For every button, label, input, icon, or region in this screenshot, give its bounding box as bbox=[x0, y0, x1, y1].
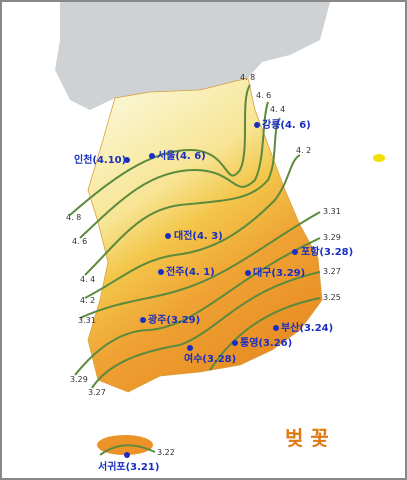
city-label: 서귀포(3.21) bbox=[98, 460, 159, 473]
isoline bbox=[74, 237, 321, 376]
isoline-label: 4. 6 bbox=[256, 91, 271, 100]
city-label: 여수(3.28) bbox=[184, 352, 236, 365]
isoline-label: 3.27 bbox=[88, 388, 106, 397]
isoline bbox=[209, 297, 321, 371]
isoline-label: 4. 4 bbox=[270, 105, 285, 114]
city-label: 대전(4. 3) bbox=[174, 229, 223, 242]
south-land bbox=[87, 77, 323, 393]
city-label: 포항(3.28) bbox=[301, 245, 353, 258]
city-label: 부산(3.24) bbox=[281, 321, 333, 334]
city-dot bbox=[232, 340, 238, 346]
north-land bbox=[55, 2, 330, 110]
isoline bbox=[84, 154, 301, 299]
city-label: 전주(4. 1) bbox=[166, 265, 215, 278]
isoline bbox=[91, 271, 321, 389]
city-dot bbox=[140, 317, 146, 323]
city-label: 강릉(4. 6) bbox=[262, 118, 311, 131]
isoline-label: 3.29 bbox=[70, 375, 88, 384]
city-dot bbox=[124, 157, 130, 163]
title: 벚 꽃 bbox=[285, 426, 329, 450]
city-dot bbox=[158, 269, 164, 275]
city-dot bbox=[149, 153, 155, 159]
isoline bbox=[99, 444, 156, 456]
city-label: 통영(3.26) bbox=[240, 336, 292, 349]
isoline bbox=[84, 117, 281, 276]
city-dot bbox=[254, 122, 260, 128]
city-label: 인천(4.10) bbox=[74, 153, 126, 166]
dokdo bbox=[373, 154, 385, 162]
isoline-label: 3.31 bbox=[323, 207, 341, 216]
isoline-label: 4. 2 bbox=[296, 146, 311, 155]
city-label: 서울(4. 6) bbox=[157, 149, 206, 162]
isoline-label: 3.27 bbox=[323, 267, 341, 276]
isoline-label: 4. 8 bbox=[66, 213, 81, 222]
city-dot bbox=[187, 345, 193, 351]
city-label: 광주(3.29) bbox=[148, 314, 200, 326]
isoline-label: 3.25 bbox=[323, 293, 341, 302]
isoline bbox=[69, 84, 251, 216]
city-label: 대구(3.29) bbox=[253, 266, 305, 279]
city-dot bbox=[273, 325, 279, 331]
isoline-label: 3.29 bbox=[323, 233, 341, 242]
isoline bbox=[79, 101, 269, 239]
isoline-label: 4. 4 bbox=[80, 275, 95, 284]
city-dot bbox=[165, 233, 171, 239]
city-dot bbox=[292, 249, 298, 255]
isoline-label: 3.22 bbox=[157, 448, 175, 457]
city-dot bbox=[124, 452, 130, 458]
isoline-label: 3.31 bbox=[78, 316, 96, 325]
isoline-label: 4. 8 bbox=[240, 73, 255, 82]
isoline-label: 4. 2 bbox=[80, 296, 95, 305]
city-dot bbox=[245, 270, 251, 276]
isoline bbox=[79, 211, 321, 319]
isoline-label: 4. 6 bbox=[72, 237, 87, 246]
